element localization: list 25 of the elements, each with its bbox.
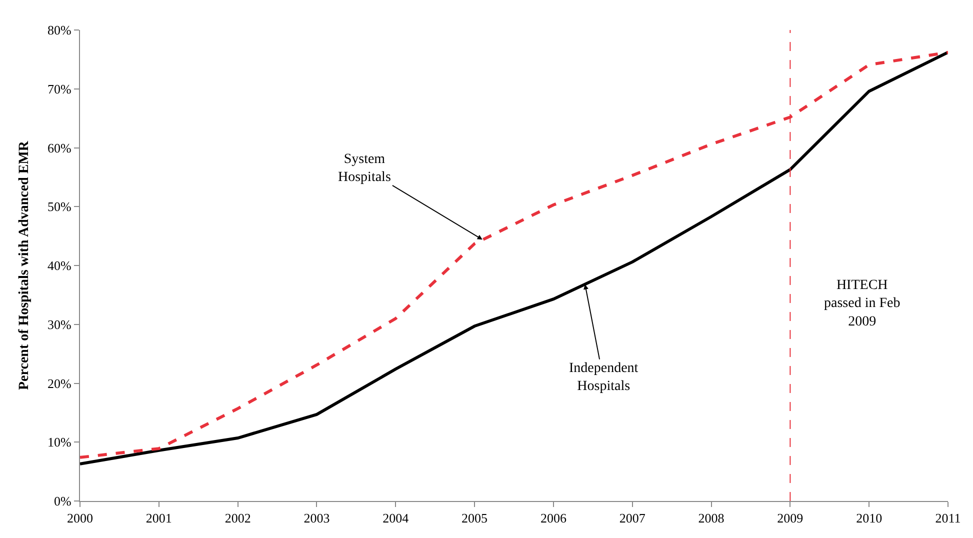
x-tick-label: 2010 [856, 510, 882, 526]
annotation: System Hospitals [338, 152, 391, 186]
x-tick-label: 2008 [698, 510, 724, 526]
ref-line-label: HITECH passed in Feb 2009 [824, 278, 900, 330]
y-tick-label: 40% [48, 258, 72, 274]
x-tick-label: 2006 [540, 510, 567, 526]
y-tick-label: 60% [48, 140, 72, 156]
x-tick-label: 2005 [462, 510, 488, 526]
annotation: Independent Hospitals [569, 361, 638, 394]
y-tick-label: 20% [48, 376, 72, 391]
y-tick-label: 10% [48, 434, 72, 450]
x-tick-label: 2002 [224, 510, 251, 526]
y-tick-label: 70% [48, 81, 72, 96]
x-tick-label: 2009 [777, 510, 804, 526]
y-tick-label: 0% [54, 494, 72, 509]
x-tick-label: 2007 [619, 510, 646, 526]
y-tick-label: 50% [48, 199, 72, 214]
y-tick-label: 80% [48, 22, 72, 38]
y-tick-label: 30% [48, 316, 72, 332]
x-tick-label: 2003 [304, 510, 330, 526]
x-tick-label: 2004 [382, 510, 410, 526]
x-tick-label: 2000 [67, 510, 93, 526]
x-tick-label: 2001 [146, 510, 172, 526]
y-axis-title: Percent of Hospitals with Advanced EMR [17, 140, 32, 390]
x-tick-label: 2011 [935, 510, 961, 526]
